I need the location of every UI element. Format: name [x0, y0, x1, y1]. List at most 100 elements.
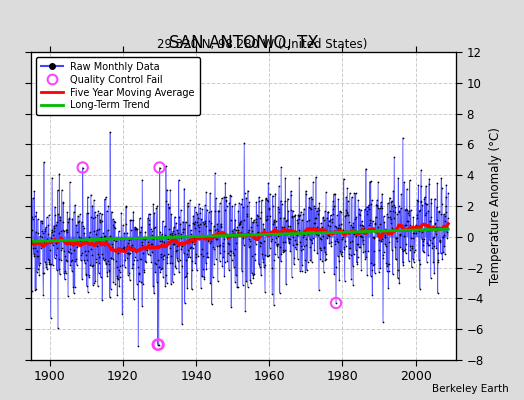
Point: [444, 215, 452, 221]
Point: [359, 249, 368, 255]
Point: [149, 225, 158, 231]
Point: [315, 235, 324, 241]
Point: [226, 192, 235, 199]
Point: [80, 225, 88, 231]
Point: [258, 256, 267, 262]
Point: [99, 255, 107, 262]
Point: [86, 241, 94, 247]
Point: [219, 254, 227, 260]
Point: [415, 228, 423, 234]
Point: [80, 257, 88, 263]
Point: [231, 246, 239, 252]
Point: [408, 243, 417, 250]
Point: [374, 224, 383, 230]
Point: [261, 289, 269, 295]
Point: [274, 233, 282, 240]
Point: [88, 252, 96, 258]
Point: [97, 211, 106, 218]
Point: [296, 238, 304, 245]
Point: [425, 237, 434, 243]
Point: [41, 224, 50, 230]
Point: [193, 219, 201, 225]
Point: [252, 199, 260, 205]
Point: [183, 200, 192, 206]
Point: [300, 242, 308, 249]
Point: [276, 215, 285, 222]
Point: [156, 229, 165, 236]
Point: [198, 246, 206, 252]
Point: [270, 302, 278, 308]
Point: [326, 238, 335, 245]
Point: [70, 240, 79, 247]
Point: [213, 220, 222, 227]
Point: [334, 196, 343, 202]
Point: [432, 231, 440, 237]
Point: [246, 243, 255, 250]
Point: [234, 229, 242, 236]
Point: [147, 240, 155, 247]
Point: [198, 273, 206, 279]
Point: [440, 212, 449, 219]
Point: [356, 244, 364, 250]
Point: [400, 179, 408, 185]
Point: [283, 231, 291, 237]
Point: [84, 288, 92, 295]
Point: [256, 239, 264, 245]
Point: [63, 209, 72, 216]
Point: [133, 226, 141, 232]
Point: [373, 202, 381, 209]
Point: [283, 217, 291, 223]
Point: [381, 228, 390, 234]
Point: [393, 235, 401, 241]
Point: [201, 202, 209, 209]
Point: [289, 242, 297, 248]
Point: [418, 236, 426, 242]
Point: [121, 263, 129, 270]
Point: [261, 195, 270, 202]
Point: [411, 226, 420, 232]
Point: [239, 241, 248, 248]
Point: [36, 238, 44, 244]
Point: [370, 234, 378, 240]
Point: [298, 261, 307, 268]
Point: [117, 209, 126, 216]
Point: [313, 224, 321, 231]
Point: [408, 256, 417, 262]
Point: [71, 202, 79, 208]
Point: [50, 255, 59, 261]
Point: [226, 248, 234, 254]
Point: [193, 210, 202, 217]
Point: [179, 229, 187, 235]
Point: [118, 247, 127, 253]
Point: [225, 267, 233, 273]
Point: [43, 231, 52, 237]
Point: [287, 188, 295, 194]
Point: [132, 225, 140, 231]
Point: [210, 261, 219, 267]
Point: [293, 256, 302, 262]
Point: [309, 225, 318, 231]
Point: [28, 226, 36, 233]
Point: [57, 257, 65, 263]
Point: [423, 240, 431, 246]
Point: [318, 258, 326, 264]
Point: [115, 267, 123, 273]
Point: [355, 222, 364, 228]
Point: [396, 232, 405, 238]
Point: [116, 236, 124, 242]
Point: [260, 264, 268, 270]
Point: [161, 232, 169, 238]
Point: [328, 219, 336, 225]
Point: [162, 280, 171, 286]
Point: [132, 249, 140, 255]
Point: [405, 208, 413, 214]
Point: [151, 260, 159, 267]
Point: [117, 246, 126, 252]
Point: [330, 241, 339, 247]
Point: [337, 236, 346, 242]
Point: [396, 244, 405, 250]
Point: [284, 208, 292, 214]
Point: [83, 210, 91, 216]
Point: [110, 224, 118, 230]
Point: [275, 182, 283, 189]
